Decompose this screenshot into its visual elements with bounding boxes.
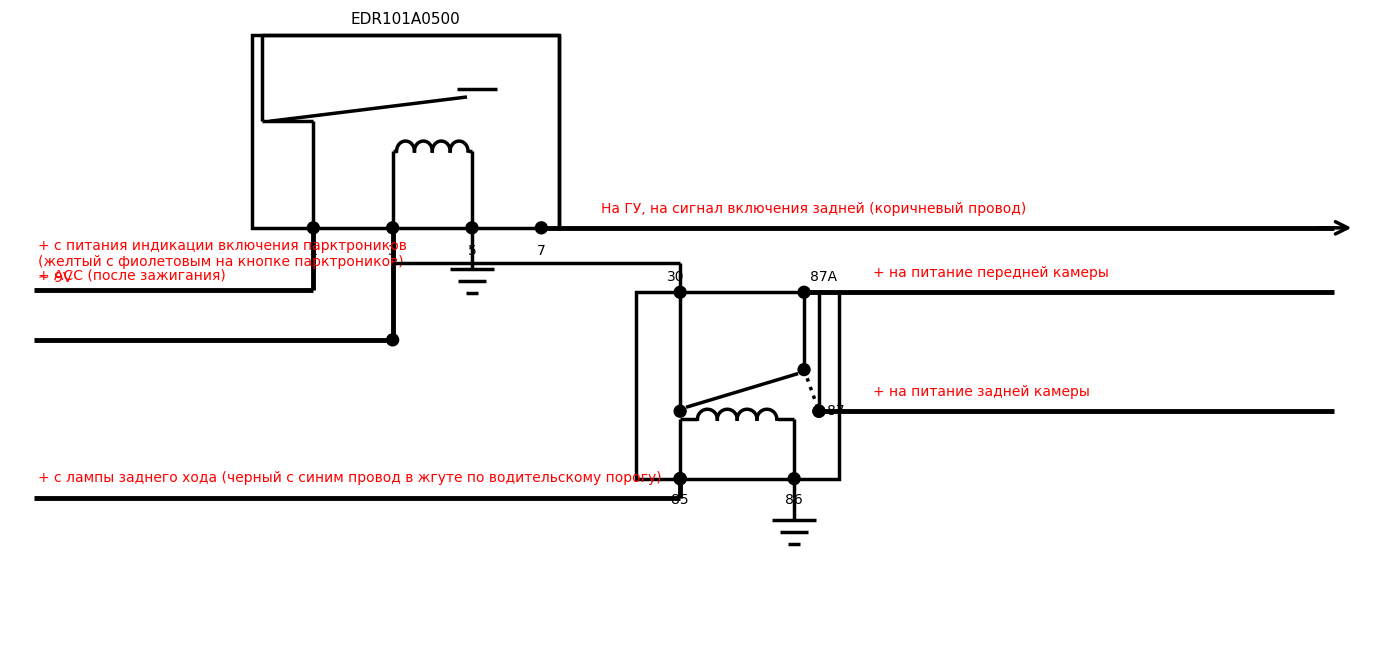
Circle shape xyxy=(675,287,686,298)
Text: 87: 87 xyxy=(827,404,845,418)
Text: На ГУ, на сигнал включения задней (коричневый провод): На ГУ, на сигнал включения задней (корич… xyxy=(601,202,1026,216)
Bar xyxy=(636,292,839,479)
Text: + на питание передней камеры: + на питание передней камеры xyxy=(874,267,1110,280)
Text: 85: 85 xyxy=(672,492,689,507)
Text: + с лампы заднего хода (черный с синим провод в жгуте по водительскому порогу): + с лампы заднего хода (черный с синим п… xyxy=(38,470,661,485)
Text: + на питание задней камеры: + на питание задней камеры xyxy=(874,386,1090,399)
Circle shape xyxy=(307,222,319,234)
Circle shape xyxy=(386,222,399,234)
Circle shape xyxy=(788,473,800,485)
Text: 7: 7 xyxy=(537,244,545,258)
Circle shape xyxy=(466,222,478,234)
Circle shape xyxy=(675,473,686,485)
Circle shape xyxy=(535,222,548,234)
Circle shape xyxy=(675,473,686,485)
Circle shape xyxy=(799,364,810,375)
Text: + АСС (после зажигания): + АСС (после зажигания) xyxy=(38,269,226,282)
Text: 87A: 87A xyxy=(810,270,838,284)
Bar xyxy=(252,34,559,228)
Circle shape xyxy=(813,405,825,417)
Circle shape xyxy=(813,405,825,417)
Text: 86: 86 xyxy=(785,492,803,507)
Text: 3: 3 xyxy=(389,244,397,258)
Text: + с питания индикации включения парктроников
(желтый с фиолетовым на кнопке парк: + с питания индикации включения парктрон… xyxy=(38,239,407,285)
Text: 30: 30 xyxy=(668,270,684,284)
Circle shape xyxy=(675,405,686,417)
Text: 1: 1 xyxy=(309,244,318,258)
Circle shape xyxy=(799,287,810,298)
Circle shape xyxy=(386,334,399,345)
Text: 5: 5 xyxy=(467,244,477,258)
Text: EDR101A0500: EDR101A0500 xyxy=(351,12,460,27)
